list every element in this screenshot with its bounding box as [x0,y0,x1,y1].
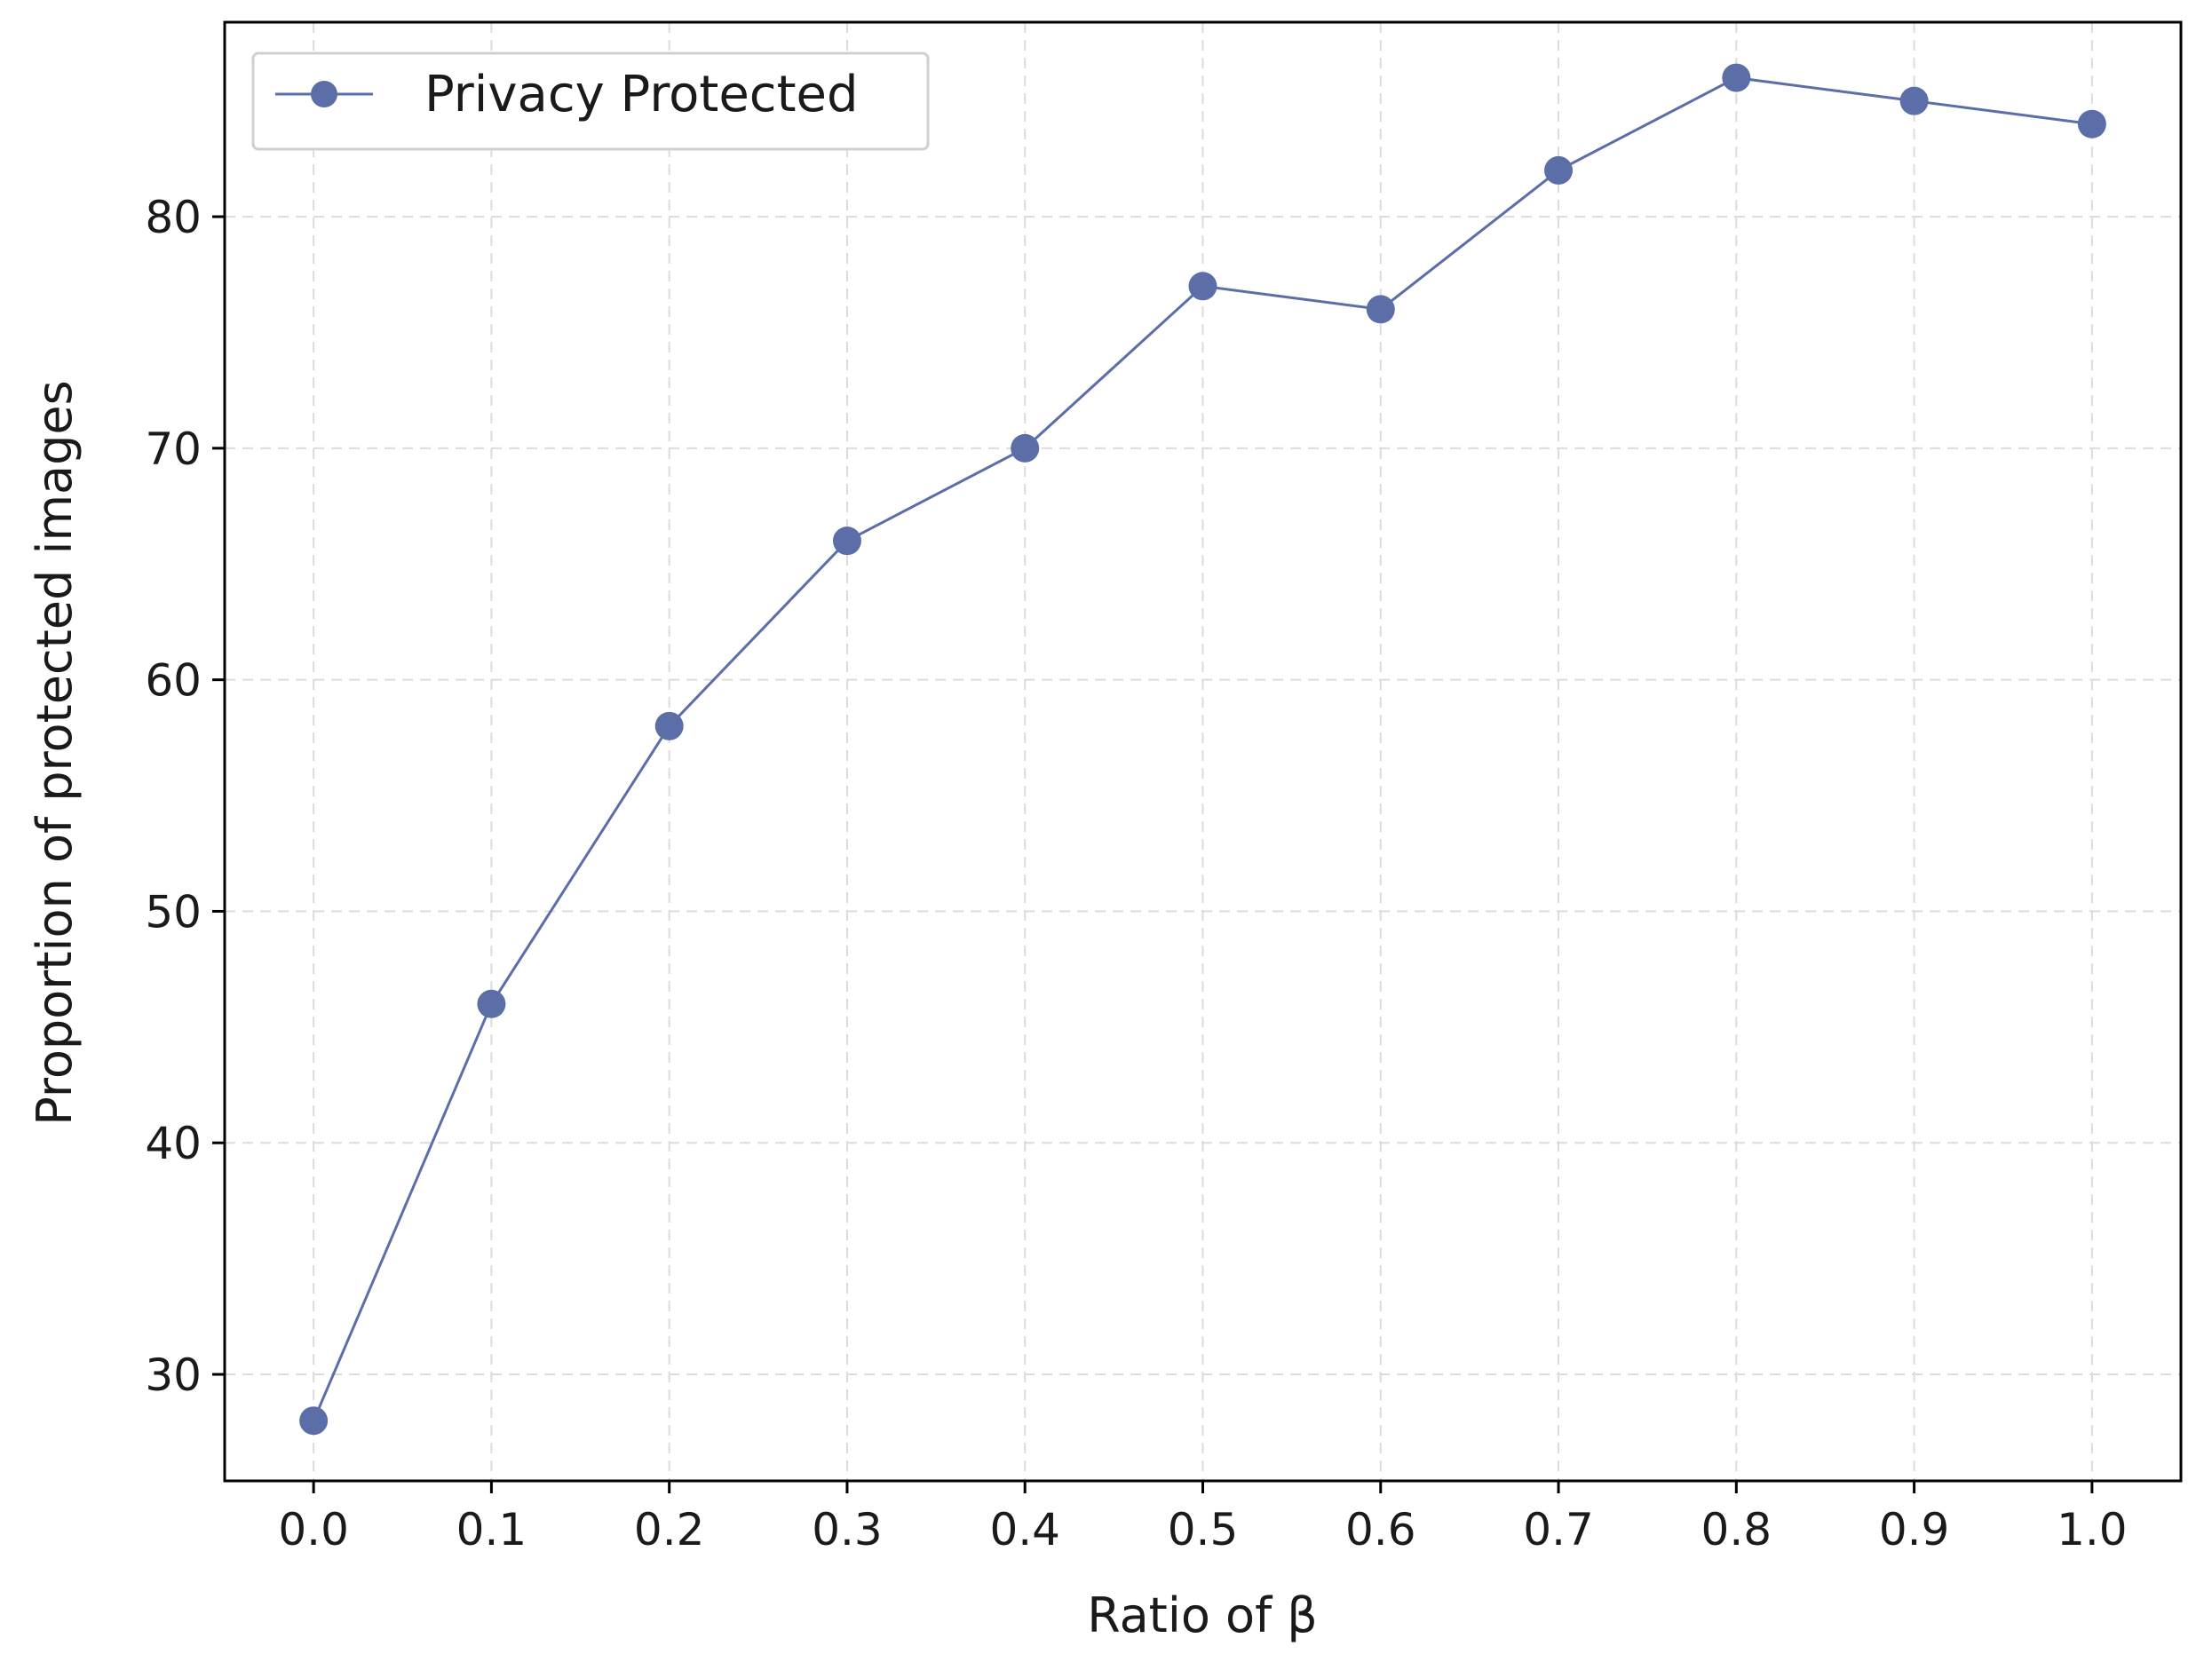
x-tick-label: 0.9 [1879,1504,1950,1555]
y-tick-label: 60 [145,655,202,707]
x-tick-label: 0.2 [634,1504,705,1555]
data-point [1188,272,1217,301]
y-tick-label: 30 [145,1349,202,1401]
x-tick-label: 0.6 [1345,1504,1416,1555]
legend-label: Privacy Protected [424,66,859,123]
y-axis-label: Proportion of protected images [27,380,83,1126]
data-point [832,526,861,556]
legend: Privacy Protected [251,51,930,151]
x-tick-label: 0.8 [1701,1504,1772,1555]
x-tick-label: 1.0 [2057,1504,2128,1555]
data-point [1722,63,1751,92]
x-tick-label: 0.5 [1168,1504,1239,1555]
data-point [1899,86,1929,115]
x-tick-label: 0.3 [812,1504,883,1555]
grid-lines [225,22,2181,1481]
y-tick-label: 40 [145,1118,202,1169]
data-point [1366,295,1395,324]
data-point [1011,433,1040,463]
x-tick-label: 0.4 [989,1504,1060,1555]
data-point [654,711,684,740]
axis-ticks: 0.0 0.1 0.2 0.3 0.4 0.5 0.6 0.7 0.8 0.9 1.0 30 40 50 6… [145,192,2127,1555]
y-tick-label: 50 [145,886,202,938]
x-tick-label: 0.7 [1523,1504,1594,1555]
x-axis-label: Ratio of β [1087,1587,1317,1643]
y-tick-label: 80 [145,192,202,243]
data-point [299,1406,329,1436]
series-privacy-protected [299,63,2106,1436]
legend-frame [251,51,930,151]
legend-dot-marker [311,81,337,107]
data-point [2077,109,2106,139]
data-point [1544,155,1574,185]
x-tick-label: 0.1 [456,1504,527,1555]
x-tick-label: 0.0 [278,1504,349,1555]
y-tick-label: 70 [145,423,202,475]
data-point [477,989,506,1018]
